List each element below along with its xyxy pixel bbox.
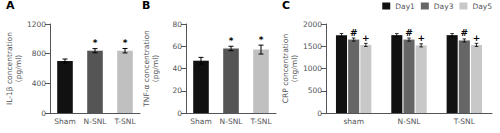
svg-text:N-SNL: N-SNL [398,117,422,126]
svg-text:*: * [259,35,264,45]
svg-text:1000: 1000 [303,64,322,73]
svg-text:1500: 1500 [303,42,322,51]
svg-text:0: 0 [41,109,46,118]
svg-text:800: 800 [32,49,47,58]
svg-text:A: A [6,0,15,12]
svg-text:C: C [282,0,290,12]
svg-text:0: 0 [177,109,182,118]
svg-text:+: + [473,33,481,43]
svg-text:400: 400 [32,79,47,88]
svg-text:(pg/ml): (pg/ml) [151,55,160,82]
svg-text:500: 500 [308,86,323,95]
svg-text:*: * [93,38,98,48]
svg-text:#: # [350,28,358,38]
svg-text:#: # [461,28,469,38]
svg-text:Day3: Day3 [434,2,454,11]
svg-text:80: 80 [172,20,182,29]
svg-text:N-SNL: N-SNL [84,117,108,126]
svg-text:T-SNL: T-SNL [113,117,136,126]
svg-text:#: # [405,28,413,38]
svg-text:(ng/ml): (ng/ml) [290,55,299,82]
svg-text:1200: 1200 [27,20,46,29]
svg-text:TNF-α concentration: TNF-α concentration [142,30,151,108]
svg-text:(pg/ml): (pg/ml) [14,55,23,82]
svg-text:IL-1β concentration: IL-1β concentration [5,32,14,105]
svg-text:sham: sham [343,117,364,126]
svg-text:CRP concentration: CRP concentration [281,34,290,104]
svg-text:N-SNL: N-SNL [220,117,244,126]
svg-text:60: 60 [172,42,182,51]
svg-text:20: 20 [172,86,182,95]
svg-text:B: B [142,0,150,12]
svg-text:+: + [417,33,425,43]
svg-text:0: 0 [317,109,322,118]
svg-text:Sham: Sham [190,117,211,126]
svg-text:+: + [362,33,370,43]
svg-text:*: * [123,38,128,48]
svg-text:T-SNL: T-SNL [249,117,272,126]
svg-text:Day1: Day1 [395,2,415,11]
svg-text:Day5: Day5 [472,2,492,11]
svg-text:40: 40 [172,64,182,73]
svg-text:Sham: Sham [54,117,75,126]
svg-text:T-SNL: T-SNL [453,117,476,126]
svg-text:*: * [229,36,234,46]
svg-text:2000: 2000 [303,20,322,29]
